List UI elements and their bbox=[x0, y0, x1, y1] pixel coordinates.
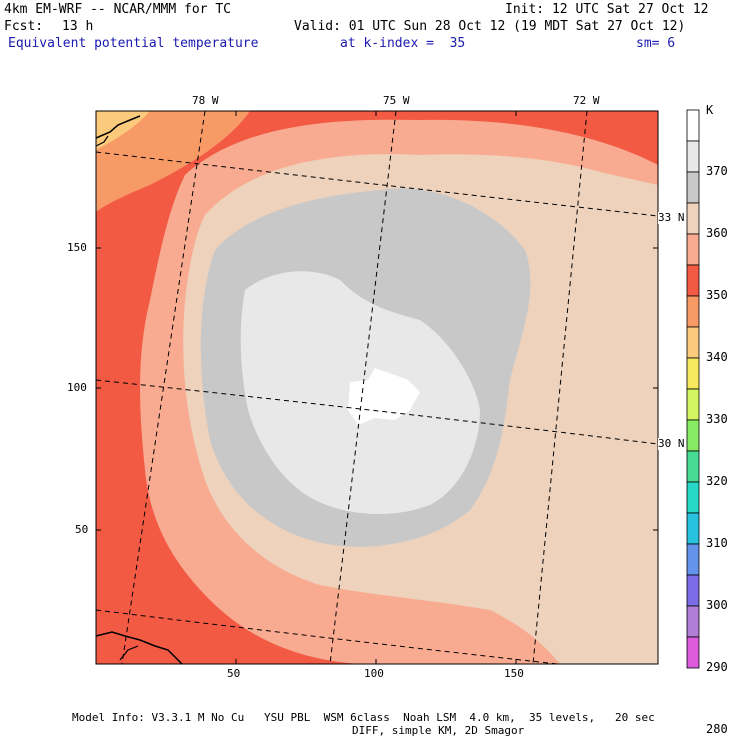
level-info: at k-index = 35 bbox=[340, 36, 466, 51]
lon-label-72w: 72 W bbox=[573, 94, 600, 107]
colorbar-label-340: 340 bbox=[706, 350, 728, 364]
x-tick-50: 50 bbox=[227, 667, 241, 680]
model-info-line1: Model Info: V3.3.1 M No Cu YSU PBL WSM 6… bbox=[72, 711, 655, 724]
colorbar-label-290: 290 bbox=[706, 660, 728, 674]
init-time: Init: 12 UTC Sat 27 Oct 12 bbox=[505, 2, 709, 17]
x-tick-100: 100 bbox=[364, 667, 384, 680]
graticule bbox=[96, 111, 658, 664]
equivalent-potential-temperature-field bbox=[96, 111, 658, 664]
smoothing-info: sm= 6 bbox=[636, 36, 676, 51]
colorbar-label-280: 280 bbox=[706, 722, 728, 736]
colorbar-label-350: 350 bbox=[706, 288, 728, 302]
y-tick-50: 50 bbox=[75, 523, 89, 536]
forecast-label: Fcst: bbox=[4, 19, 44, 34]
axis-ticks bbox=[96, 111, 658, 664]
lon-label-78w: 78 W bbox=[192, 94, 219, 107]
field-name: Equivalent potential temperature bbox=[8, 36, 259, 51]
colorbar-label-300: 300 bbox=[706, 598, 728, 612]
valid-time: Valid: 01 UTC Sun 28 Oct 12 (19 MDT Sat … bbox=[294, 19, 686, 34]
y-tick-100: 100 bbox=[67, 381, 87, 394]
colorbar-label-320: 320 bbox=[706, 474, 728, 488]
colorbar-label-330: 330 bbox=[706, 412, 728, 426]
forecast-hours: 13 h bbox=[62, 19, 94, 34]
x-tick-150: 150 bbox=[504, 667, 524, 680]
lat-label-33n: 33 N bbox=[658, 211, 685, 224]
colorbar-label-360: 360 bbox=[706, 226, 728, 240]
lon-label-75w: 75 W bbox=[383, 94, 410, 107]
colorbar-unit: K bbox=[706, 103, 714, 117]
colorbar-label-370: 370 bbox=[706, 164, 728, 178]
model-title: 4km EM-WRF -- NCAR/MMM for TC bbox=[4, 2, 231, 17]
model-info-line2: DIFF, simple KM, 2D Smagor bbox=[352, 724, 525, 737]
y-tick-150: 150 bbox=[67, 241, 87, 254]
lat-label-30n: 30 N bbox=[658, 437, 685, 450]
colorbar-label-310: 310 bbox=[706, 536, 728, 550]
